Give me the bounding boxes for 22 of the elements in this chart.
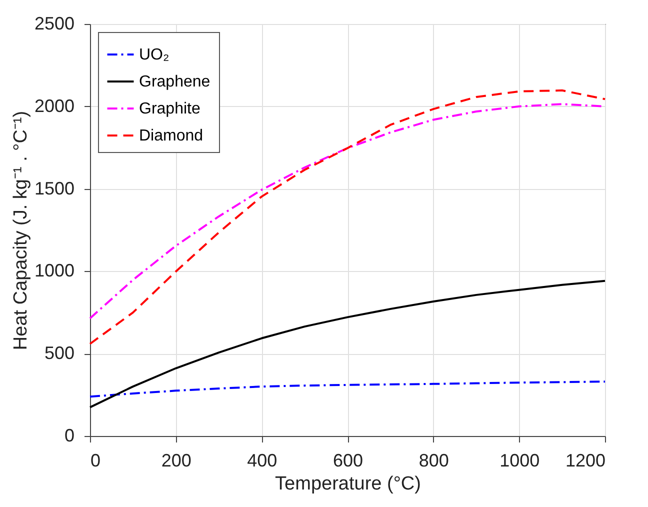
x-tick-label: 0 — [90, 450, 101, 470]
y-tick-label: 0 — [64, 426, 74, 446]
y-tick-label: 1500 — [34, 178, 74, 198]
line-series — [89, 380, 606, 398]
x-tick-label: 600 — [332, 450, 364, 470]
x-tick-label: 400 — [247, 450, 278, 470]
line-series — [89, 89, 606, 345]
x-tick-label: 1200 — [565, 450, 606, 470]
legend-label: Graphene — [139, 74, 210, 90]
y-tick-label: 1000 — [34, 260, 74, 281]
x-tick-label: 800 — [418, 450, 449, 470]
x-tick-label: 200 — [161, 450, 192, 470]
line-series — [89, 280, 606, 408]
x-tick-label: 1000 — [500, 450, 540, 470]
y-axis-title: Heat Capacity (J. kg⁻¹ . °C⁻¹) — [10, 110, 32, 350]
legend-label: Graphite — [139, 100, 200, 118]
x-axis-title: Temperature (°C) — [275, 474, 421, 494]
y-tick-label: 500 — [44, 343, 74, 364]
legend-label: Diamond — [139, 128, 204, 144]
legend-label: UO₂ — [139, 46, 170, 64]
y-tick-label: 2000 — [34, 96, 74, 116]
y-tick-label: 2500 — [34, 14, 74, 34]
